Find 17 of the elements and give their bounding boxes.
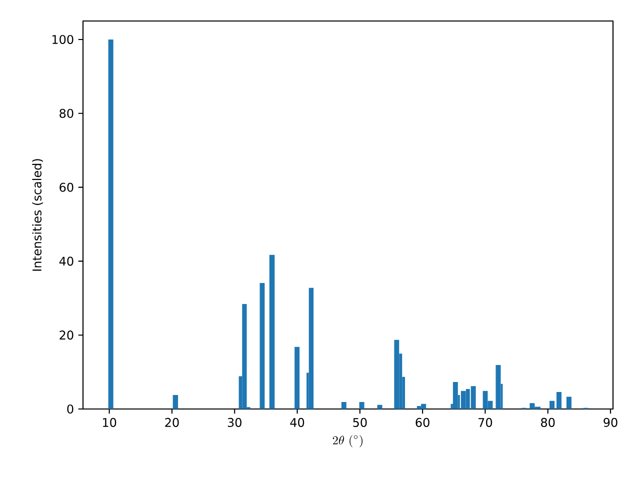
x-tick-label: 70 bbox=[478, 418, 492, 428]
x-tick-label: 30 bbox=[228, 418, 242, 428]
x-tick-label: 60 bbox=[416, 418, 430, 428]
x-tick-label: 80 bbox=[541, 418, 555, 428]
x-axis-title: $2\theta\ (^\circ)$ bbox=[332, 435, 363, 448]
x-tick-label: 10 bbox=[102, 418, 116, 428]
y-tick-label: 40 bbox=[59, 256, 74, 266]
y-tick-label: 60 bbox=[60, 182, 74, 192]
y-tick-label: 20 bbox=[60, 330, 74, 340]
y-tick-label: 100 bbox=[52, 34, 74, 44]
y-axis-title: Intensities (scaled) bbox=[32, 159, 43, 271]
x-tick-label: 50 bbox=[353, 418, 367, 428]
x-tick-label: 20 bbox=[165, 418, 179, 428]
y-tick-label: 80 bbox=[60, 108, 74, 118]
x-tick-label: 90 bbox=[604, 418, 618, 428]
y-tick-label: 0 bbox=[67, 404, 74, 414]
x-tick-label: 40 bbox=[290, 418, 304, 428]
